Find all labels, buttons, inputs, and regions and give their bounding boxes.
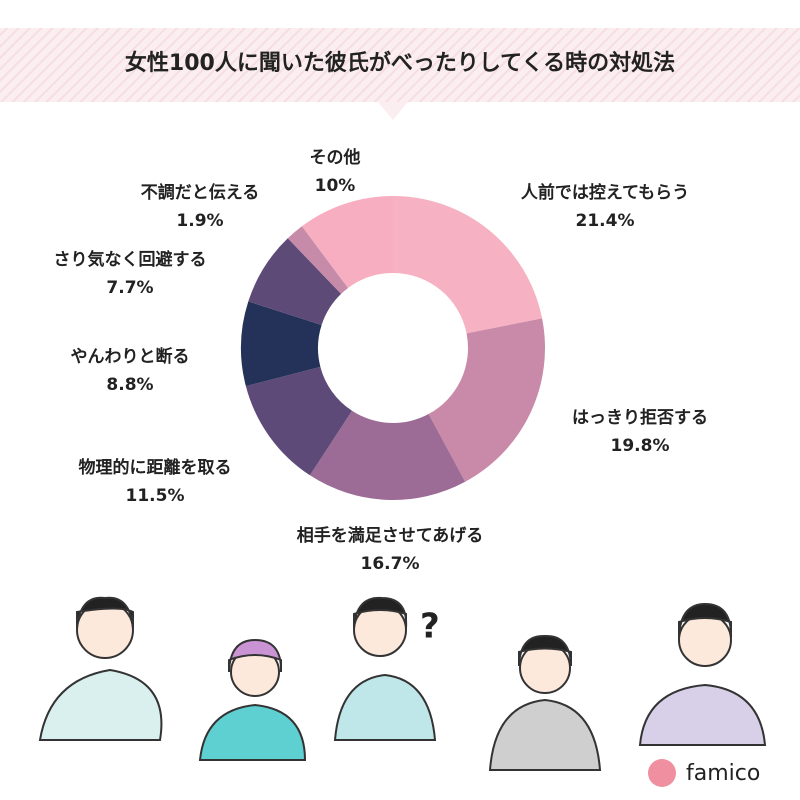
svg-text:?: ? bbox=[420, 607, 440, 647]
slice-label: 人前では控えてもらう bbox=[521, 182, 689, 203]
chart-title: 女性100人に聞いた彼氏がべったりしてくる時の対処法 bbox=[125, 50, 675, 76]
logo-icon bbox=[648, 759, 676, 787]
value-label: 7.7% bbox=[106, 278, 153, 298]
slice bbox=[393, 196, 543, 334]
value-label: 16.7% bbox=[361, 554, 420, 574]
slice-label: 不調だと伝える bbox=[141, 182, 260, 203]
slice-label: さり気なく回避する bbox=[54, 249, 207, 270]
value-label: 10% bbox=[315, 176, 356, 196]
slice bbox=[241, 301, 322, 387]
value-label: 1.9% bbox=[176, 211, 223, 231]
slice-label: はっきり拒否する bbox=[572, 407, 708, 428]
slice-label: 相手を満足させてあげる bbox=[297, 525, 484, 546]
value-label: 19.8% bbox=[611, 436, 670, 456]
slice bbox=[287, 226, 349, 294]
slice bbox=[248, 238, 342, 326]
slice bbox=[245, 366, 353, 476]
logo: famico bbox=[686, 761, 760, 786]
header-pointer bbox=[378, 102, 408, 120]
slice-label: やんわりと断る bbox=[71, 346, 190, 367]
slice-label: その他 bbox=[310, 147, 361, 168]
value-label: 11.5% bbox=[126, 486, 185, 506]
header-band bbox=[0, 28, 800, 102]
slice bbox=[301, 196, 393, 288]
donut bbox=[241, 196, 546, 500]
illustrations: ? bbox=[38, 596, 767, 771]
slice bbox=[428, 318, 546, 482]
value-label: 21.4% bbox=[576, 211, 635, 231]
slice-label: 物理的に距離を取る bbox=[79, 457, 232, 478]
slice bbox=[309, 410, 466, 500]
value-label: 8.8% bbox=[106, 375, 153, 395]
